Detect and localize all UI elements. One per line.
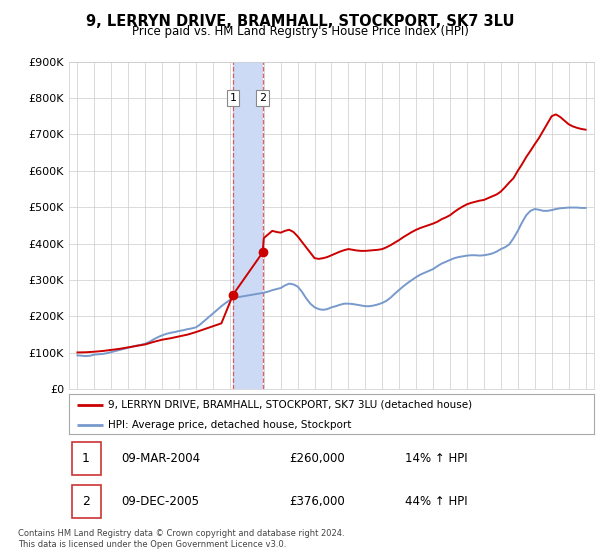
Text: 2: 2 (82, 496, 90, 508)
Text: HPI: Average price, detached house, Stockport: HPI: Average price, detached house, Stoc… (109, 420, 352, 430)
Bar (233, 62, 263, 389)
Text: 09-MAR-2004: 09-MAR-2004 (121, 452, 200, 465)
Text: 9, LERRYN DRIVE, BRAMHALL, STOCKPORT, SK7 3LU: 9, LERRYN DRIVE, BRAMHALL, STOCKPORT, SK… (86, 14, 514, 29)
Text: Price paid vs. HM Land Registry's House Price Index (HPI): Price paid vs. HM Land Registry's House … (131, 25, 469, 38)
Text: 2: 2 (259, 93, 266, 103)
Text: 09-DEC-2005: 09-DEC-2005 (121, 496, 199, 508)
Text: £260,000: £260,000 (290, 452, 345, 465)
Text: 1: 1 (230, 93, 236, 103)
Text: 14% ↑ HPI: 14% ↑ HPI (405, 452, 467, 465)
Bar (71, 486, 101, 519)
Bar (71, 442, 101, 475)
Text: Contains HM Land Registry data © Crown copyright and database right 2024.
This d: Contains HM Land Registry data © Crown c… (18, 529, 344, 549)
Text: 9, LERRYN DRIVE, BRAMHALL, STOCKPORT, SK7 3LU (detached house): 9, LERRYN DRIVE, BRAMHALL, STOCKPORT, SK… (109, 400, 473, 410)
Text: £376,000: £376,000 (290, 496, 345, 508)
Text: 1: 1 (82, 452, 90, 465)
Text: 44% ↑ HPI: 44% ↑ HPI (405, 496, 467, 508)
